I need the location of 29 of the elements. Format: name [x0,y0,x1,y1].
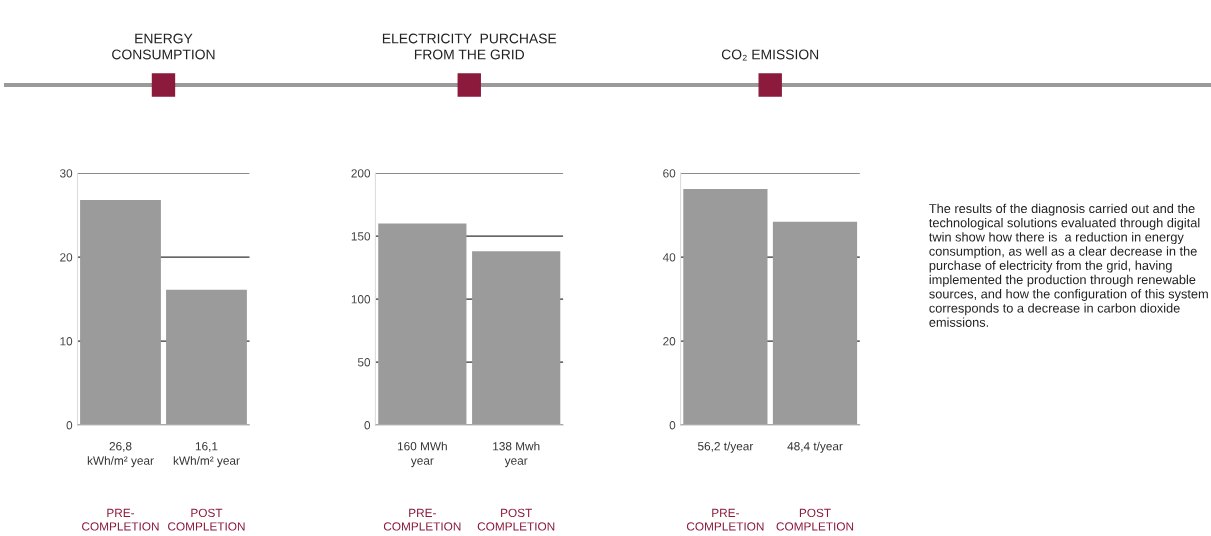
x-tick-label: PRE- COMPLETION [82,508,159,531]
y-tick-label: 20 [663,337,676,346]
data-label: 138 Mwh year [493,441,540,468]
y-tick-label: 40 [662,253,676,262]
chart-title: ENERGY CONSUMPTION [112,33,215,60]
y-tick-label: 10 [60,337,73,346]
data-label: 56,2 t/year [697,441,754,453]
x-tick-label: POST COMPLETION [168,508,245,531]
x-tick-label: PRE- COMPLETION [686,508,764,531]
x-tick-label: PRE- COMPLETION [383,508,461,531]
y-tick-label: 100 [351,295,371,304]
y-tick-label: 150 [351,232,371,241]
data-label: 160 MWh year [397,441,447,468]
y-tick-label: 30 [59,169,73,178]
text: The results of the diagnosis carried out and the technological solutions evaluated through digital twin show how there is a reduction in energy consumption, as well as a clear decrease in the purchase of electricity from the grid, having implemented the production through renewable sources, and how the configuration of this system corresponds to a decrease in carbon dioxide emissions. [929,203,1208,327]
chart-title: ELECTRICITY PURCHASE FROM THE GRID [382,33,557,60]
y-tick-label: 60 [663,169,676,178]
data-label: 48,4 t/year [787,441,843,453]
x-tick-label: POST COMPLETION [477,508,555,531]
y-tick-label: 0 [364,421,371,430]
x-tick-label: POST COMPLETION [776,508,854,531]
y-tick-label: 0 [66,421,73,430]
y-tick-label: 200 [351,169,371,178]
y-tick-label: 0 [669,421,676,430]
y-tick-label: 50 [357,358,371,367]
data-label: 16,1 kWh/m² year [173,442,240,468]
y-tick-label: 20 [60,253,73,262]
data-label: 26,8 kWh/m² year [87,442,154,468]
chart-title: CO₂ EMISSION [721,49,819,61]
